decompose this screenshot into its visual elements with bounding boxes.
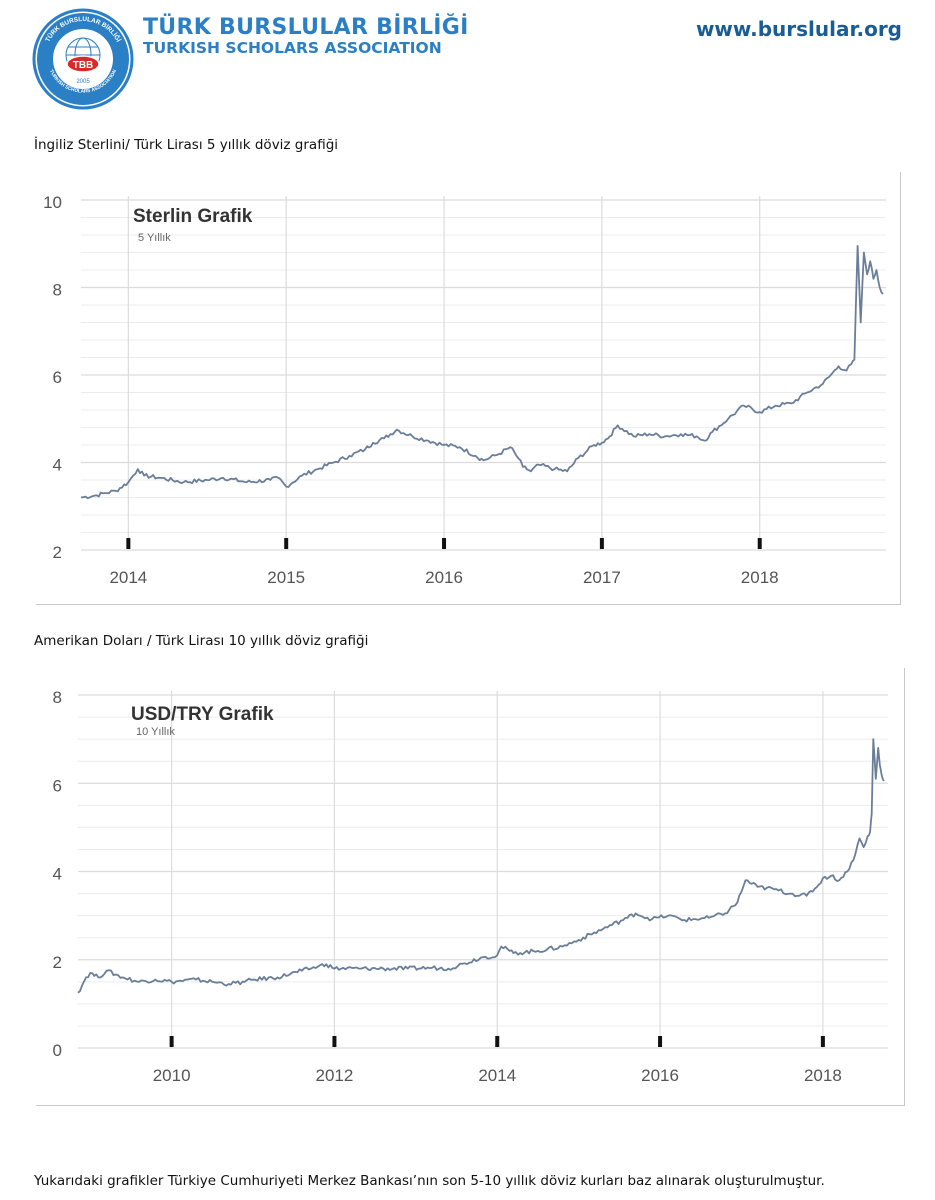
usd-series-line: [77, 738, 885, 994]
sterlin-xtick-mark: [442, 538, 447, 549]
sterlin-ytick-label: 6: [53, 368, 62, 387]
sterlin-ytick-label: 10: [43, 193, 62, 212]
org-name-turkish: TÜRK BURSLULAR BİRLİĞİ: [143, 15, 469, 40]
usd-chart-title: USD/TRY Grafik: [131, 704, 274, 725]
usd-xtick-label: 2010: [153, 1066, 191, 1085]
usd-ytick-label: 4: [53, 865, 62, 884]
usd-ytick-label: 6: [53, 776, 62, 795]
sterlin-xtick-label: 2017: [583, 568, 621, 587]
logo-year: 2005: [76, 79, 90, 85]
sterlin-chart-svg: 2 4 6 8 10 2014 2015 2016 2017 2018 Sterlin Grafik…: [43, 193, 886, 587]
usd-xtick-mark: [820, 1036, 825, 1047]
usd-xtick-mark: [169, 1036, 174, 1047]
sterlin-chart: 2 4 6 8 10 2014 2015 2016 2017 2018 Sterlin Grafik…: [36, 172, 901, 605]
footer-note: Yukarıdaki grafikler Türkiye Cumhuriyeti…: [34, 1173, 825, 1189]
usd-xtick-label: 2012: [316, 1066, 354, 1085]
sterlin-xtick-mark: [284, 538, 289, 549]
usd-xtick-mark: [658, 1036, 663, 1047]
usd-xtick-label: 2016: [641, 1066, 679, 1085]
sterlin-xtick-label: 2015: [267, 568, 305, 587]
usd-xtick-mark: [495, 1036, 500, 1047]
logo-abbreviation: TBB: [73, 60, 94, 71]
sterlin-xtick-label: 2018: [741, 568, 779, 587]
sterlin-xtick-label: 2014: [109, 568, 147, 587]
sterlin-ytick-label: 4: [53, 456, 62, 475]
sterlin-chart-caption: İngiliz Sterlini/ Türk Lirası 5 yıllık d…: [34, 137, 339, 153]
org-name-block: TÜRK BURSLULAR BİRLİĞİ TURKISH SCHOLARS …: [143, 15, 469, 57]
org-name-english: TURKISH SCHOLARS ASSOCIATION: [143, 39, 442, 57]
sterlin-series-line: [80, 245, 884, 500]
sterlin-chart-title: Sterlin Grafik: [133, 206, 253, 227]
sterlin-ytick-label: 8: [53, 281, 62, 300]
sterlin-xtick-mark: [126, 538, 131, 549]
sterlin-chart-subtitle: 5 Yıllık: [138, 232, 171, 244]
usd-chart-svg: 0 2 4 6 8 2010 2012 2014 2016 2018 USD/TRY Grafik1…: [53, 688, 888, 1085]
usd-chart-caption: Amerikan Doları / Türk Lirası 10 yıllık …: [34, 633, 369, 649]
sterlin-xtick-mark: [757, 538, 762, 549]
sterlin-ytick-label: 2: [53, 543, 62, 562]
sterlin-xtick-label: 2016: [425, 568, 463, 587]
usd-ytick-label: 0: [53, 1041, 62, 1060]
usd-chart-subtitle: 10 Yıllık: [136, 726, 175, 738]
sterlin-xtick-mark: [599, 538, 604, 549]
website-link[interactable]: www.burslular.org: [695, 17, 902, 41]
usd-xtick-label: 2014: [478, 1066, 516, 1085]
usd-ytick-label: 2: [53, 953, 62, 972]
usd-chart: 0 2 4 6 8 2010 2012 2014 2016 2018 USD/TRY Grafik 1…: [36, 668, 905, 1106]
tbb-logo[interactable]: TBB 2005 TÜRK BURSLULAR BİRLİĞİ TURKISH …: [32, 8, 134, 110]
usd-ytick-label: 8: [53, 688, 62, 707]
usd-xtick-mark: [332, 1036, 337, 1047]
usd-xtick-label: 2018: [804, 1066, 842, 1085]
